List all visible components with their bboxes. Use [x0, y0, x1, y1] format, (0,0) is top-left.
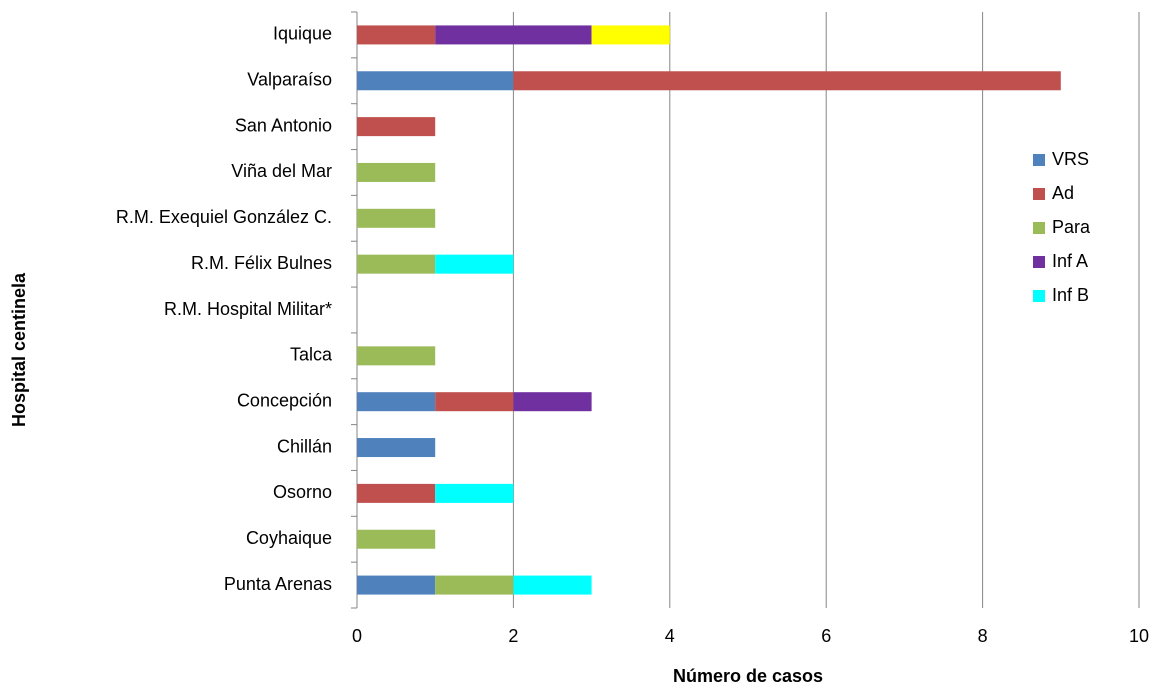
y-tick-label: Viña del Mar — [231, 161, 332, 181]
legend-swatch — [1033, 290, 1045, 302]
bar-segment — [357, 575, 436, 595]
bar-segment — [435, 483, 514, 503]
legend-label: Ad — [1052, 183, 1074, 203]
legend-swatch — [1033, 188, 1045, 200]
bar-segment — [513, 71, 1061, 91]
x-tick-label: 2 — [508, 626, 518, 646]
x-tick-label: 6 — [821, 626, 831, 646]
y-tick-label: R.M. Hospital Militar* — [164, 299, 332, 319]
bar-segment — [357, 529, 436, 549]
bar-segment — [357, 438, 436, 458]
bar-segment — [513, 575, 592, 595]
bar-segment — [357, 25, 436, 45]
y-tick-label: Chillán — [277, 436, 332, 456]
bar-segment — [357, 483, 436, 503]
legend-swatch — [1033, 222, 1045, 234]
x-tick-label: 8 — [978, 626, 988, 646]
bar-segment — [435, 575, 514, 595]
bar-segment — [435, 25, 592, 45]
legend-label: Para — [1052, 217, 1091, 237]
y-tick-label: Valparaíso — [247, 70, 332, 90]
y-tick-label: Osorno — [273, 482, 332, 502]
y-tick-label: San Antonio — [235, 115, 332, 135]
x-tick-label: 0 — [352, 626, 362, 646]
bar-segment — [435, 254, 514, 274]
bar-segment — [357, 162, 436, 182]
y-tick-label: Iquique — [273, 24, 332, 44]
bar-segment — [357, 117, 436, 137]
bar-segment — [357, 392, 436, 412]
y-tick-label: Concepción — [237, 390, 332, 410]
legend-swatch — [1033, 154, 1045, 166]
legend-swatch — [1033, 256, 1045, 268]
y-tick-label: Coyhaique — [246, 528, 332, 548]
y-axis-title: Hospital centinela — [9, 272, 29, 427]
y-tick-label: Talca — [290, 345, 333, 365]
x-tick-label: 4 — [665, 626, 675, 646]
y-tick-label: R.M. Félix Bulnes — [191, 253, 332, 273]
bar-segment — [435, 392, 514, 412]
x-tick-label: 10 — [1129, 626, 1149, 646]
bar-segment — [357, 208, 436, 228]
bar-segment — [591, 25, 670, 45]
bar-segment — [357, 254, 436, 274]
bar-segment — [357, 71, 514, 91]
legend-label: VRS — [1052, 149, 1089, 169]
y-tick-label: Punta Arenas — [224, 574, 332, 594]
bar-segment — [357, 346, 436, 366]
legend-label: Inf A — [1052, 251, 1088, 271]
x-axis-title: Número de casos — [673, 666, 823, 686]
y-tick-label: R.M. Exequiel González C. — [116, 207, 332, 227]
legend-label: Inf B — [1052, 285, 1089, 305]
bar-segment — [513, 392, 592, 412]
